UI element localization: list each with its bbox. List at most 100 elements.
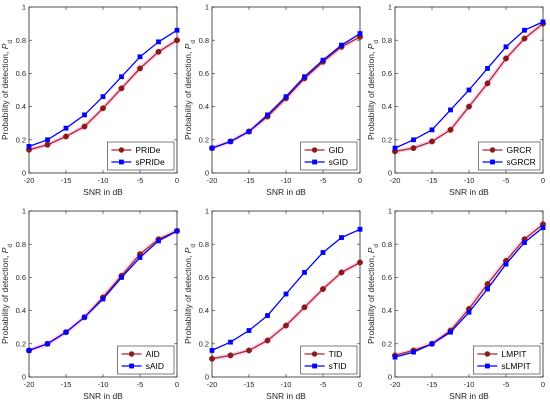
y-tick-label: 1 bbox=[388, 207, 392, 216]
data-point-sAID bbox=[26, 348, 32, 353]
subplot-4: -20 -15 -10 -5 0 0 0.2 0.4 0.6 0.8 1 SNR in dB Proba… bbox=[0, 207, 180, 401]
data-point-sTID bbox=[228, 339, 233, 345]
data-point-GRCR bbox=[410, 145, 417, 152]
y-tick-label: 0.6 bbox=[199, 69, 209, 78]
y-tick-label: 0.4 bbox=[199, 102, 209, 111]
y-tick-label: 0 bbox=[22, 373, 26, 382]
y-tick-label: 0.6 bbox=[382, 273, 392, 282]
y-tick-label: 1 bbox=[22, 3, 26, 12]
data-point-TID bbox=[320, 286, 326, 292]
data-point-sTID bbox=[265, 313, 270, 318]
subplot-3: -20 -15 -10 -5 0 0 0.2 0.4 0.6 0.8 1 SNR in dB Proba… bbox=[366, 3, 546, 197]
data-point-sAID bbox=[174, 228, 180, 234]
legend-marker bbox=[311, 147, 318, 153]
legend-marker bbox=[489, 147, 496, 153]
data-point-sAID bbox=[119, 275, 124, 280]
legend-marker bbox=[312, 159, 317, 165]
data-point-PRIDe bbox=[137, 65, 143, 72]
data-point-sGRCR bbox=[429, 127, 435, 133]
legend-label: AID bbox=[146, 349, 160, 359]
x-axis-label: SNR in dB bbox=[449, 391, 489, 401]
y-tick-label: 0.4 bbox=[16, 306, 26, 315]
x-tick-label: -20 bbox=[207, 380, 218, 389]
data-point-sLMPIT bbox=[392, 354, 398, 360]
data-point-sPRIDe bbox=[156, 39, 161, 45]
x-tick-label: -10 bbox=[464, 176, 475, 185]
data-point-sGRCR bbox=[485, 66, 490, 71]
x-tick-label: 0 bbox=[358, 176, 362, 185]
y-tick-label: 0 bbox=[22, 169, 26, 178]
data-point-sLMPIT bbox=[540, 225, 546, 230]
data-point-sTID bbox=[339, 235, 344, 240]
data-point-sPRIDe bbox=[119, 74, 124, 80]
data-point-sGID bbox=[265, 112, 270, 118]
legend: GID sGID bbox=[300, 141, 358, 171]
x-tick-label: -5 bbox=[320, 380, 327, 389]
y-axis-label: Probability of detection, Pd bbox=[0, 40, 14, 140]
data-point-GRCR bbox=[447, 126, 454, 133]
subplot-5: -20 -15 -10 -5 0 0 0.2 0.4 0.6 0.8 1 SNR in dB Proba… bbox=[183, 207, 363, 401]
x-tick-label: -5 bbox=[137, 176, 144, 185]
data-point-TID bbox=[246, 347, 252, 354]
legend: GRCR sGRCR bbox=[478, 141, 541, 171]
data-point-sLMPIT bbox=[411, 349, 416, 355]
data-point-GRCR bbox=[484, 80, 491, 87]
data-point-sGRCR bbox=[466, 87, 472, 93]
legend-box bbox=[300, 141, 358, 171]
x-axis-label: SNR in dB bbox=[449, 187, 489, 197]
legend-label: PRIDe bbox=[135, 145, 160, 155]
x-tick-label: -15 bbox=[61, 380, 72, 389]
y-axis-label: Probability of detection, Pd bbox=[183, 40, 197, 140]
y-tick-label: 0.8 bbox=[16, 240, 26, 249]
data-point-PRIDe bbox=[44, 141, 51, 148]
data-point-sPRIDe bbox=[63, 125, 69, 131]
y-tick-label: 0 bbox=[205, 373, 209, 382]
data-point-GRCR bbox=[466, 103, 472, 110]
x-tick-label: 0 bbox=[175, 176, 179, 185]
data-point-sLMPIT bbox=[485, 286, 490, 292]
data-point-PRIDe bbox=[174, 37, 180, 44]
y-tick-label: 0 bbox=[205, 169, 209, 178]
data-point-sTID bbox=[302, 270, 307, 275]
data-point-sGRCR bbox=[448, 107, 453, 113]
x-tick-label: -10 bbox=[464, 380, 475, 389]
data-point-sPRIDe bbox=[137, 54, 143, 60]
y-tick-label: 0.8 bbox=[199, 36, 209, 45]
legend-label: LMPIT bbox=[501, 349, 526, 359]
data-point-sPRIDe bbox=[45, 137, 50, 143]
data-point-sLMPIT bbox=[466, 309, 472, 315]
y-tick-label: 0.2 bbox=[382, 339, 392, 348]
x-tick-label: -15 bbox=[61, 176, 72, 185]
x-tick-label: 0 bbox=[541, 176, 545, 185]
legend-marker bbox=[485, 363, 490, 369]
x-tick-label: -10 bbox=[281, 380, 292, 389]
x-tick-label: 0 bbox=[175, 380, 179, 389]
data-point-sGID bbox=[339, 42, 344, 48]
data-point-sGID bbox=[228, 139, 233, 144]
y-tick-label: 1 bbox=[22, 207, 26, 216]
legend: AID sAID bbox=[117, 345, 175, 375]
data-point-sGID bbox=[283, 94, 289, 100]
y-tick-label: 0.2 bbox=[199, 339, 209, 348]
data-point-TID bbox=[283, 322, 289, 329]
y-tick-label: 0.6 bbox=[199, 273, 209, 282]
data-point-sLMPIT bbox=[429, 341, 435, 347]
data-point-sGRCR bbox=[540, 19, 546, 25]
data-point-sGID bbox=[209, 145, 215, 151]
data-point-TID bbox=[264, 337, 271, 344]
legend-box bbox=[117, 345, 175, 375]
legend-marker bbox=[484, 351, 491, 357]
y-tick-label: 0.2 bbox=[199, 135, 209, 144]
data-point-sPRIDe bbox=[100, 94, 106, 100]
y-tick-label: 0 bbox=[388, 373, 392, 382]
legend-box bbox=[107, 141, 175, 171]
data-point-sPRIDe bbox=[174, 27, 180, 33]
y-tick-label: 0.8 bbox=[199, 240, 209, 249]
data-point-TID bbox=[209, 355, 215, 362]
y-tick-label: 0.2 bbox=[16, 135, 26, 144]
data-point-GRCR bbox=[503, 55, 509, 62]
data-point-sGRCR bbox=[522, 27, 527, 33]
data-point-TID bbox=[357, 259, 363, 266]
y-tick-label: 0.8 bbox=[382, 36, 392, 45]
